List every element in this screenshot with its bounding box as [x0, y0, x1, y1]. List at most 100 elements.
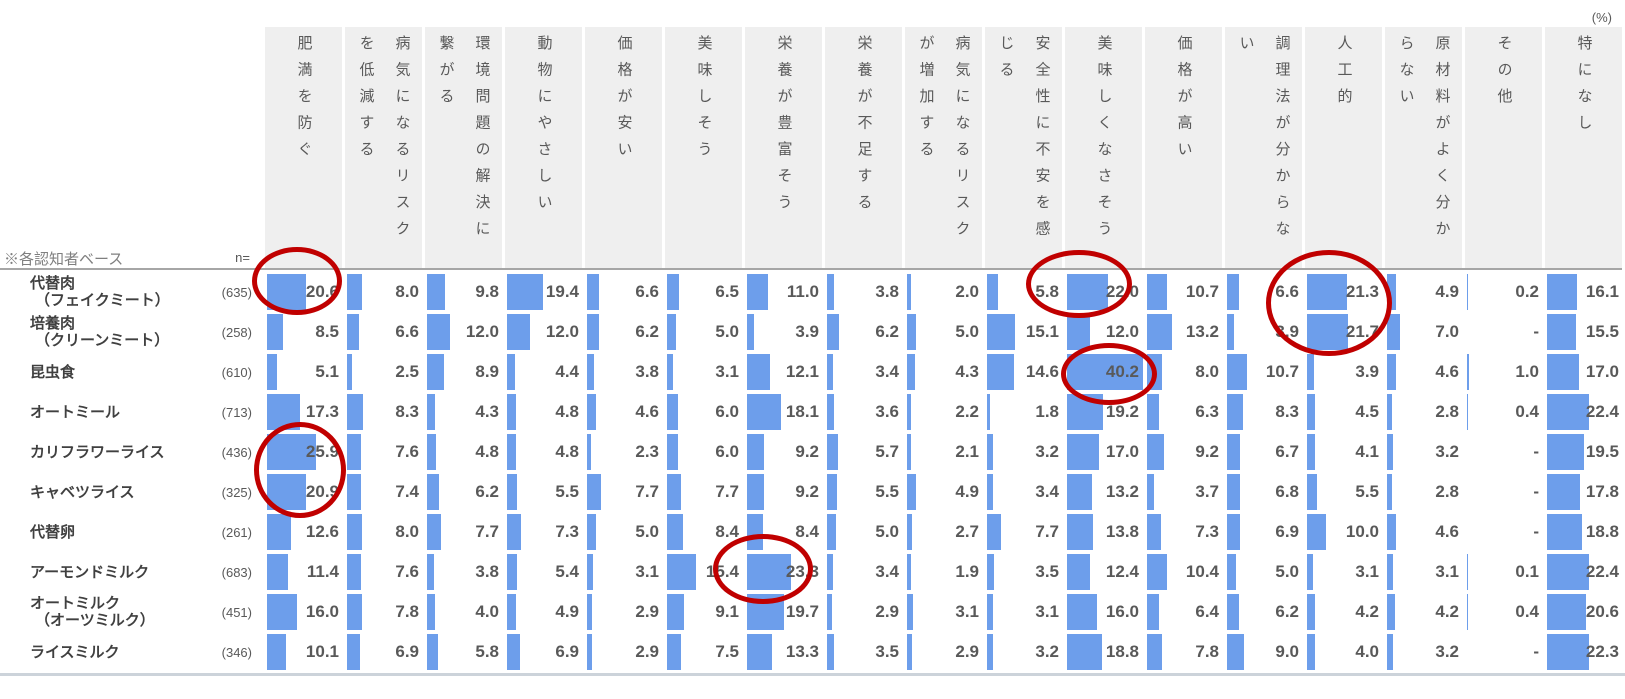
cell-value: 8.4: [795, 522, 819, 541]
cell-value: 4.4: [555, 362, 579, 381]
cell-value: 3.1: [635, 562, 659, 581]
column-band: 病気になるリスクが増加する: [905, 27, 982, 268]
column-band: 環境問題の解決に繋がる: [425, 27, 502, 268]
cell-value: -: [1533, 482, 1539, 501]
column-band: 特になし: [1545, 27, 1622, 268]
value-bar: [1147, 274, 1168, 310]
row-label-line: 培養肉: [30, 315, 76, 332]
cell-value: 3.2: [1035, 642, 1059, 661]
value-bar: [587, 594, 593, 630]
value-bar: [507, 354, 516, 390]
value-bar: [827, 594, 833, 630]
cell-value: 22.4: [1585, 402, 1619, 421]
value-bar: [507, 634, 520, 670]
cell-value: 2.9: [635, 602, 659, 621]
cell-value: 4.9: [1435, 282, 1459, 301]
cell-value: 4.9: [555, 602, 579, 621]
cell-value: 11.0: [786, 282, 819, 301]
value-bar: [1227, 554, 1237, 590]
column-header: 価格が高い: [1175, 35, 1193, 168]
row-label: ライスミルク: [30, 632, 215, 672]
cell-value: 9.2: [1195, 442, 1219, 461]
value-bar: [1067, 634, 1103, 670]
cell-value: 9.0: [1275, 642, 1299, 661]
cell-value: 3.5: [875, 642, 899, 661]
value-bar: [1547, 354, 1579, 390]
row-label-line: 代替肉: [30, 275, 76, 292]
cell-value: 5.0: [955, 322, 979, 341]
cell-value: 13.2: [1105, 482, 1139, 501]
highlight-circle: [1060, 343, 1157, 405]
column-band: その他: [1465, 27, 1542, 268]
cell-value: 3.1: [955, 602, 979, 621]
value-bar: [667, 514, 683, 550]
cell-value: 4.2: [1355, 602, 1379, 621]
cell-value: 7.7: [475, 522, 499, 541]
cell-value: 3.4: [875, 362, 899, 381]
cell-value: 2.0: [955, 282, 979, 301]
column-band: 美味しそう: [665, 27, 742, 268]
row-n-value: (346): [221, 644, 252, 660]
value-bar: [507, 434, 517, 470]
row-n-value: (683): [221, 564, 252, 580]
row-label: 培養肉 （クリーンミート）: [30, 312, 215, 352]
cell-value: 8.0: [395, 282, 419, 301]
highlight-circle: [1265, 250, 1392, 356]
value-bar: [907, 514, 913, 550]
column-band: 安全性に不安を感じる: [985, 27, 1062, 268]
cell-value: 16.0: [305, 602, 339, 621]
highlight-circle: [1025, 250, 1132, 318]
column-header: 環境問題の解決に繋がる: [437, 35, 491, 247]
row-label-line: 昆虫食: [30, 363, 76, 381]
cell-value: 18.8: [1105, 642, 1139, 661]
row-label-line: カリフラワーライス: [30, 443, 165, 461]
column-header: 価格が安い: [615, 35, 633, 168]
cell-value: 4.1: [1355, 442, 1379, 461]
cell-value: 7.6: [395, 442, 419, 461]
value-bar: [747, 434, 765, 470]
row-label-line: （オーツミルク）: [35, 612, 155, 629]
cell-value: 10.0: [1345, 522, 1379, 541]
row-n-value: (451): [221, 604, 252, 620]
value-bar: [667, 354, 673, 390]
value-bar: [267, 514, 291, 550]
cell-value: 6.2: [875, 322, 899, 341]
value-bar: [747, 274, 768, 310]
cell-value: 7.6: [395, 562, 419, 581]
cell-value: 2.9: [955, 642, 979, 661]
value-bar: [267, 354, 277, 390]
row-label-line: オートミルク: [30, 595, 121, 612]
cell-value: 5.0: [1275, 562, 1299, 581]
value-bar: [267, 314, 283, 350]
cell-value: 2.9: [875, 602, 899, 621]
value-bar: [267, 594, 298, 630]
value-bar: [1547, 634, 1589, 670]
cell-value: -: [1533, 322, 1539, 341]
value-bar: [827, 314, 839, 350]
cell-value: 6.6: [395, 322, 419, 341]
value-bar: [427, 474, 439, 510]
value-bar: [1147, 514, 1161, 550]
row-label: 代替肉 （フェイクミート）: [30, 272, 215, 312]
value-bar: [1227, 274, 1240, 310]
cell-value: 2.2: [955, 402, 979, 421]
column-header: 病気になるリスクを低減する: [357, 35, 411, 247]
value-bar: [1147, 314, 1172, 350]
cell-value: 19.2: [1105, 402, 1139, 421]
cell-value: 10.1: [305, 642, 339, 661]
row-label-line: キャベツライス: [30, 483, 135, 501]
value-bar: [1547, 394, 1590, 430]
cell-value: 15.1: [1025, 322, 1059, 341]
row-label-line: （クリーンミート）: [35, 332, 170, 349]
cell-value: 6.2: [475, 482, 499, 501]
cell-value: 19.7: [785, 602, 819, 621]
cell-value: 12.6: [305, 522, 339, 541]
cell-value: 18.1: [785, 402, 819, 421]
cell-value: 5.0: [715, 322, 739, 341]
column-band: 原材料がよく分からない: [1385, 27, 1462, 268]
value-bar: [907, 474, 917, 510]
cell-value: 22.3: [1585, 642, 1619, 661]
cell-value: 3.5: [1035, 562, 1059, 581]
row-n-value: (713): [221, 404, 252, 420]
row-n-value: (258): [221, 324, 252, 340]
